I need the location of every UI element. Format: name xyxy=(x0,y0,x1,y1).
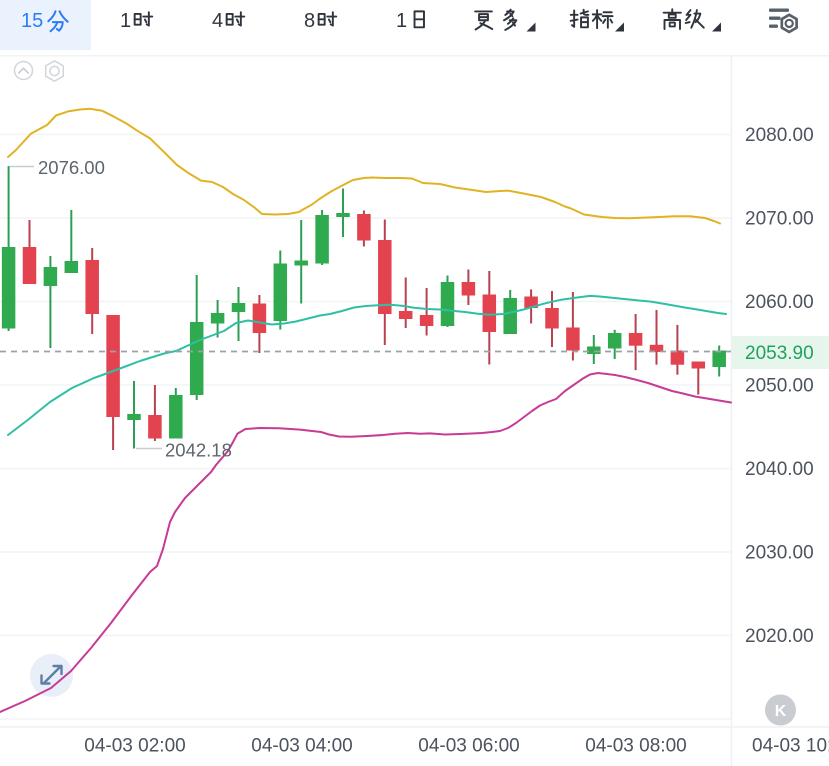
svg-text:1: 1 xyxy=(120,10,131,32)
svg-text:2076.00: 2076.00 xyxy=(38,157,105,178)
svg-text:2053.90: 2053.90 xyxy=(745,343,814,364)
svg-text:8: 8 xyxy=(304,10,315,32)
svg-text:2070.00: 2070.00 xyxy=(745,209,814,230)
svg-text:04-03 10:00: 04-03 10:00 xyxy=(752,736,829,757)
svg-text:2020.00: 2020.00 xyxy=(745,626,814,647)
svg-text:2050.00: 2050.00 xyxy=(745,376,814,397)
svg-text:04-03 08:00: 04-03 08:00 xyxy=(585,736,686,757)
svg-text:15: 15 xyxy=(21,10,43,32)
svg-text:2030.00: 2030.00 xyxy=(745,543,814,564)
svg-text:2060.00: 2060.00 xyxy=(745,292,814,313)
svg-text:2042.18: 2042.18 xyxy=(165,440,232,461)
svg-text:K: K xyxy=(775,703,787,720)
svg-text:04-03 04:00: 04-03 04:00 xyxy=(251,736,352,757)
svg-text:1: 1 xyxy=(396,10,407,32)
svg-text:04-03 02:00: 04-03 02:00 xyxy=(84,736,185,757)
svg-text:4: 4 xyxy=(212,10,223,32)
svg-text:2040.00: 2040.00 xyxy=(745,459,814,480)
svg-text:2080.00: 2080.00 xyxy=(745,125,814,146)
svg-text:04-03 06:00: 04-03 06:00 xyxy=(418,736,519,757)
